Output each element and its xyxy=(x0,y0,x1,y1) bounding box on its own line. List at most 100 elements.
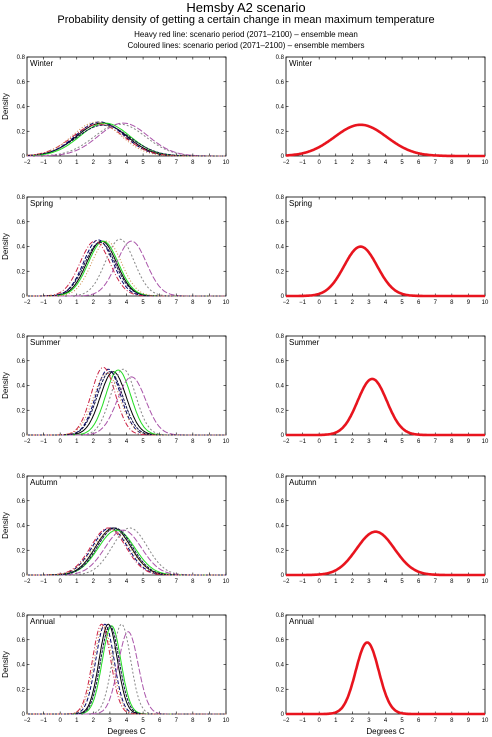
x-tick-label: 6 xyxy=(417,718,421,724)
x-tick-label: −2 xyxy=(24,579,32,585)
x-tick-label: −2 xyxy=(283,160,291,166)
x-tick-label: 1 xyxy=(75,160,79,166)
season-label: Spring xyxy=(30,199,53,208)
y-tick-label: 0 xyxy=(22,712,26,718)
x-tick-label: −1 xyxy=(40,579,48,585)
x-tick-label: 7 xyxy=(434,718,438,724)
y-tick-label: 0.4 xyxy=(17,663,26,669)
x-tick-label: 5 xyxy=(400,300,404,306)
x-tick-label: 2 xyxy=(351,439,355,445)
x-tick-label: 2 xyxy=(351,160,355,166)
season-label: Autumn xyxy=(30,478,58,487)
x-tick-label: 10 xyxy=(223,160,230,166)
x-tick-label: 8 xyxy=(450,718,454,724)
x-tick-label: 7 xyxy=(175,160,179,166)
x-tick-label: 1 xyxy=(334,160,338,166)
y-tick-label: 0.2 xyxy=(276,687,285,693)
y-tick-label: 0 xyxy=(281,712,285,718)
x-tick-label: 9 xyxy=(467,718,471,724)
y-tick-label: 0.6 xyxy=(276,80,285,86)
x-tick-label: 2 xyxy=(92,579,96,585)
x-tick-label: 5 xyxy=(400,439,404,445)
y-tick-label: 0.4 xyxy=(276,663,285,669)
x-tick-label: −1 xyxy=(299,579,307,585)
x-tick-label: 2 xyxy=(92,300,96,306)
plot-frame xyxy=(26,614,227,715)
x-tick-label: 7 xyxy=(434,579,438,585)
x-tick-label: 1 xyxy=(75,718,79,724)
y-tick-label: 0.8 xyxy=(276,55,285,61)
member-curve xyxy=(27,240,226,297)
y-tick-label: 0 xyxy=(22,573,26,579)
x-tick-label: 10 xyxy=(482,439,489,445)
x-tick-label: 8 xyxy=(191,439,195,445)
plot-frame xyxy=(26,56,227,157)
x-tick-label: 4 xyxy=(384,439,388,445)
y-tick-label: 0.4 xyxy=(17,105,26,111)
x-tick-label: 8 xyxy=(191,579,195,585)
x-tick-label: 4 xyxy=(384,579,388,585)
x-tick-label: 10 xyxy=(482,718,489,724)
x-tick-label: 3 xyxy=(108,718,112,724)
x-tick-label: 1 xyxy=(75,300,79,306)
y-tick-label: 0.8 xyxy=(17,334,26,340)
x-tick-label: 8 xyxy=(450,300,454,306)
x-tick-label: 6 xyxy=(417,439,421,445)
x-tick-label: 10 xyxy=(223,439,230,445)
x-tick-label: 2 xyxy=(92,439,96,445)
y-axis-label: Density xyxy=(1,512,10,539)
x-tick-label: −2 xyxy=(283,579,291,585)
y-tick-label: 0.6 xyxy=(17,220,26,226)
x-tick-label: 5 xyxy=(141,718,145,724)
x-tick-label: 6 xyxy=(158,718,162,724)
x-tick-label: 6 xyxy=(158,439,162,445)
x-tick-label: 0 xyxy=(317,579,321,585)
x-tick-label: 3 xyxy=(108,300,112,306)
x-tick-label: 6 xyxy=(417,579,421,585)
x-tick-label: 9 xyxy=(208,718,212,724)
x-tick-label: 3 xyxy=(367,439,371,445)
x-tick-label: 4 xyxy=(125,579,129,585)
x-tick-label: 8 xyxy=(450,579,454,585)
x-tick-label: 7 xyxy=(434,300,438,306)
x-tick-label: −1 xyxy=(40,718,48,724)
ensemble-mean-curve xyxy=(286,641,485,716)
y-tick-label: 0.4 xyxy=(17,245,26,251)
x-tick-label: 1 xyxy=(334,718,338,724)
y-tick-label: 0 xyxy=(22,294,26,300)
x-tick-label: 6 xyxy=(417,160,421,166)
y-tick-label: 0.4 xyxy=(17,524,26,530)
season-label: Summer xyxy=(289,338,320,347)
season-label: Spring xyxy=(289,199,312,208)
x-tick-label: 0 xyxy=(58,160,62,166)
y-tick-label: 0.4 xyxy=(17,384,26,390)
y-tick-label: 0.4 xyxy=(276,245,285,251)
x-tick-label: 5 xyxy=(141,579,145,585)
x-tick-label: 8 xyxy=(191,300,195,306)
legend-note-mean: Heavy red line: scenario period (2071–21… xyxy=(134,30,358,39)
y-tick-label: 0 xyxy=(22,433,26,439)
x-tick-label: 4 xyxy=(125,160,129,166)
x-tick-label: 5 xyxy=(141,439,145,445)
y-tick-label: 0.8 xyxy=(17,55,26,61)
y-axis-label: Density xyxy=(1,93,10,120)
x-tick-label: 4 xyxy=(384,160,388,166)
y-tick-label: 0.8 xyxy=(276,613,285,619)
x-tick-label: −2 xyxy=(283,718,291,724)
x-tick-label: 0 xyxy=(317,300,321,306)
y-tick-label: 0 xyxy=(281,294,285,300)
x-tick-label: 3 xyxy=(367,160,371,166)
member-curve xyxy=(26,121,226,157)
x-tick-label: 1 xyxy=(334,300,338,306)
member-curve xyxy=(27,122,226,157)
x-tick-label: 2 xyxy=(351,300,355,306)
plot-frame xyxy=(26,196,227,297)
x-tick-label: 8 xyxy=(450,160,454,166)
x-axis-label: Degrees C xyxy=(107,727,145,736)
x-tick-label: 1 xyxy=(334,579,338,585)
y-tick-label: 0.2 xyxy=(17,408,26,414)
x-tick-label: 7 xyxy=(175,300,179,306)
x-tick-label: 4 xyxy=(384,718,388,724)
x-tick-label: 10 xyxy=(482,160,489,166)
